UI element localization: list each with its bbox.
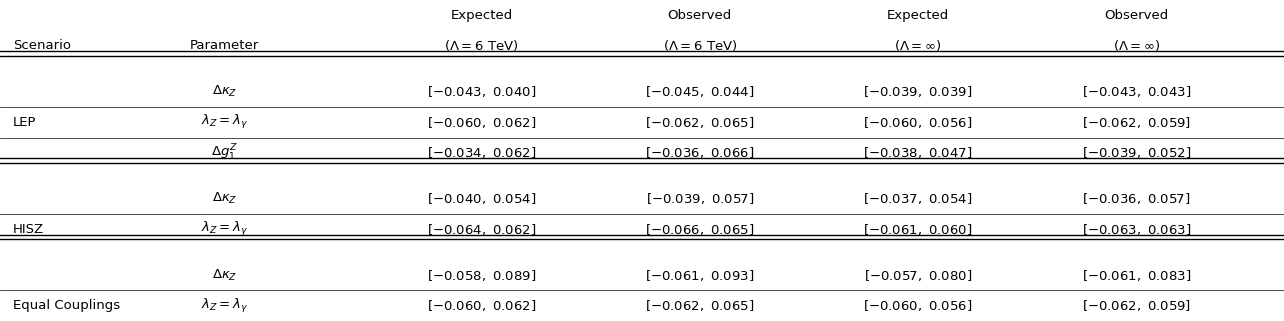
Text: $[-0.036,\ 0.066]$: $[-0.036,\ 0.066]$ <box>645 145 755 160</box>
Text: Expected: Expected <box>451 9 512 22</box>
Text: $[-0.036,\ 0.057]$: $[-0.036,\ 0.057]$ <box>1082 191 1190 206</box>
Text: Scenario: Scenario <box>13 39 71 52</box>
Text: $[-0.039,\ 0.039]$: $[-0.039,\ 0.039]$ <box>863 84 973 99</box>
Text: $\Delta\kappa_Z$: $\Delta\kappa_Z$ <box>212 191 238 206</box>
Text: $[-0.057,\ 0.080]$: $[-0.057,\ 0.080]$ <box>864 268 972 283</box>
Text: $[-0.045,\ 0.044]$: $[-0.045,\ 0.044]$ <box>645 84 755 99</box>
Text: $[-0.040,\ 0.054]$: $[-0.040,\ 0.054]$ <box>426 191 537 206</box>
Text: $[-0.038,\ 0.047]$: $[-0.038,\ 0.047]$ <box>863 145 973 160</box>
Text: Observed: Observed <box>1104 9 1168 22</box>
Text: $[-0.061,\ 0.083]$: $[-0.061,\ 0.083]$ <box>1081 268 1192 283</box>
Text: $[-0.060,\ 0.062]$: $[-0.060,\ 0.062]$ <box>426 298 537 313</box>
Text: $[-0.061,\ 0.093]$: $[-0.061,\ 0.093]$ <box>645 268 755 283</box>
Text: Equal Couplings: Equal Couplings <box>13 299 119 312</box>
Text: $[-0.060,\ 0.056]$: $[-0.060,\ 0.056]$ <box>863 115 973 130</box>
Text: $(\Lambda = 6\ \mathrm{TeV})$: $(\Lambda = 6\ \mathrm{TeV})$ <box>663 38 737 53</box>
Text: $(\Lambda = 6\ \mathrm{TeV})$: $(\Lambda = 6\ \mathrm{TeV})$ <box>444 38 519 53</box>
Text: $[-0.058,\ 0.089]$: $[-0.058,\ 0.089]$ <box>426 268 537 283</box>
Text: $\lambda_Z = \lambda_\gamma$: $\lambda_Z = \lambda_\gamma$ <box>202 113 248 131</box>
Text: $[-0.062,\ 0.059]$: $[-0.062,\ 0.059]$ <box>1082 298 1190 313</box>
Text: $[-0.039,\ 0.057]$: $[-0.039,\ 0.057]$ <box>646 191 754 206</box>
Text: $\Delta\kappa_Z$: $\Delta\kappa_Z$ <box>212 84 238 99</box>
Text: $[-0.064,\ 0.062]$: $[-0.064,\ 0.062]$ <box>426 222 537 237</box>
Text: $[-0.043,\ 0.040]$: $[-0.043,\ 0.040]$ <box>426 84 537 99</box>
Text: $\lambda_Z = \lambda_\gamma$: $\lambda_Z = \lambda_\gamma$ <box>202 297 248 315</box>
Text: $[-0.063,\ 0.063]$: $[-0.063,\ 0.063]$ <box>1081 222 1192 237</box>
Text: $(\Lambda = \infty)$: $(\Lambda = \infty)$ <box>894 38 942 53</box>
Text: Parameter: Parameter <box>190 39 259 52</box>
Text: HISZ: HISZ <box>13 223 44 236</box>
Text: $\Delta g_1^Z$: $\Delta g_1^Z$ <box>212 143 238 163</box>
Text: $(\Lambda = \infty)$: $(\Lambda = \infty)$ <box>1112 38 1161 53</box>
Text: $[-0.062,\ 0.065]$: $[-0.062,\ 0.065]$ <box>645 115 755 130</box>
Text: LEP: LEP <box>13 116 36 129</box>
Text: $[-0.060,\ 0.056]$: $[-0.060,\ 0.056]$ <box>863 298 973 313</box>
Text: $[-0.062,\ 0.065]$: $[-0.062,\ 0.065]$ <box>645 298 755 313</box>
Text: $[-0.034,\ 0.062]$: $[-0.034,\ 0.062]$ <box>426 145 537 160</box>
Text: Observed: Observed <box>668 9 732 22</box>
Text: $[-0.062,\ 0.059]$: $[-0.062,\ 0.059]$ <box>1082 115 1190 130</box>
Text: $\Delta\kappa_Z$: $\Delta\kappa_Z$ <box>212 268 238 283</box>
Text: Expected: Expected <box>887 9 949 22</box>
Text: $[-0.043,\ 0.043]$: $[-0.043,\ 0.043]$ <box>1081 84 1192 99</box>
Text: $[-0.061,\ 0.060]$: $[-0.061,\ 0.060]$ <box>863 222 973 237</box>
Text: $[-0.066,\ 0.065]$: $[-0.066,\ 0.065]$ <box>645 222 755 237</box>
Text: $[-0.060,\ 0.062]$: $[-0.060,\ 0.062]$ <box>426 115 537 130</box>
Text: $[-0.039,\ 0.052]$: $[-0.039,\ 0.052]$ <box>1081 145 1192 160</box>
Text: $\lambda_Z = \lambda_\gamma$: $\lambda_Z = \lambda_\gamma$ <box>202 220 248 238</box>
Text: $[-0.037,\ 0.054]$: $[-0.037,\ 0.054]$ <box>863 191 973 206</box>
